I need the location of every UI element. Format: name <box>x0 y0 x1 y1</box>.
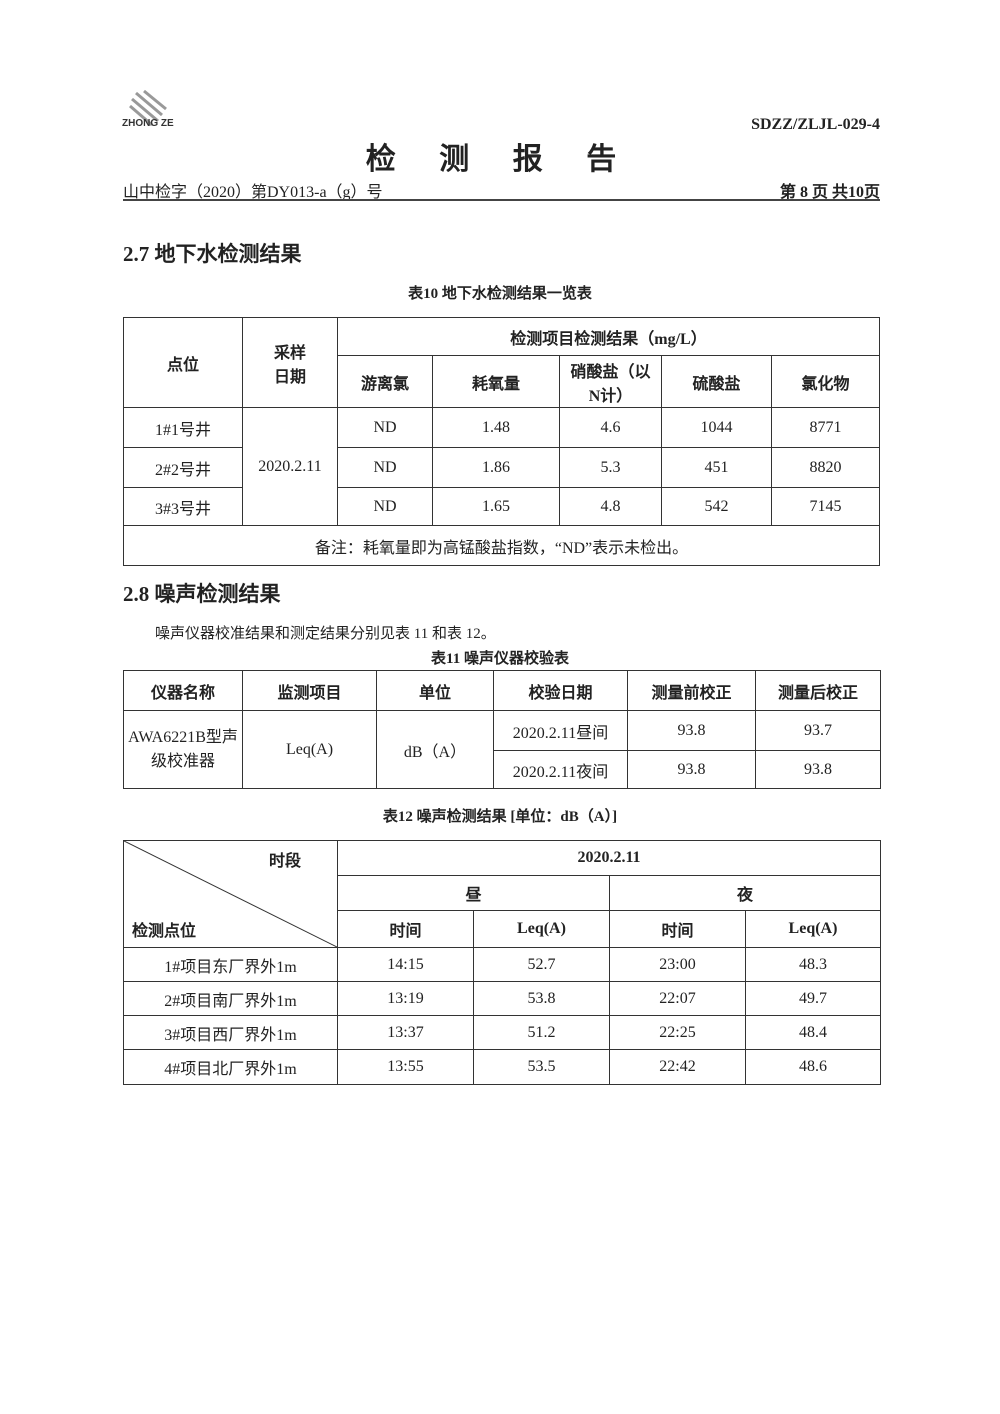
table10-caption: 表10 地下水检测结果一览表 <box>408 286 592 302</box>
table-row: 2020.2.11夜间 93.8 93.8 <box>124 750 881 789</box>
section-heading-2-7: 2.7 地下水检测结果 <box>123 242 302 266</box>
header-night: 夜 <box>609 875 881 911</box>
calibration-table: 仪器名称 监测项目 单位 校验日期 测量前校正 测量后校正 AWA6221B型声… <box>123 670 881 789</box>
cell-point: 1#1号井 <box>123 407 243 448</box>
header-col: Leq(A) <box>745 910 881 948</box>
header-col: 单位 <box>376 670 494 711</box>
cell: 1.48 <box>432 407 560 448</box>
diagonal-corner-cell: 时段 检测点位 <box>123 840 338 948</box>
table12-caption: 表12 噪声检测结果 [单位：dB（A）] <box>382 809 618 825</box>
cell: 7145 <box>770 487 881 526</box>
cell: 93.8 <box>755 750 881 789</box>
header-group: 检测项目检测结果（mg/L） <box>336 317 881 356</box>
document-code: SDZZ/ZLJL-029-4 <box>751 116 880 133</box>
cell: 93.8 <box>627 750 756 789</box>
header-col: 氯化物 <box>770 355 881 408</box>
logo-text: ZHONG ZE <box>122 118 174 129</box>
table-row: 4#项目北厂界外1m 13:55 53.5 22:42 48.6 <box>123 1049 881 1085</box>
cell-date: 2020.2.11昼间 <box>493 710 628 751</box>
header-col: 测量后校正 <box>755 670 881 711</box>
page-number: 第 8 页 共10页 <box>779 184 880 201</box>
cell: 49.7 <box>745 981 881 1016</box>
table-row: 2#2号井 ND 1.86 5.3 451 8820 <box>123 447 881 488</box>
table11-caption: 表11 噪声仪器校验表 <box>431 651 569 667</box>
cell-point: 2#项目南厂界外1m <box>123 981 338 1016</box>
cell: 1.86 <box>432 447 560 488</box>
cell: 542 <box>661 487 772 526</box>
cell: 93.7 <box>755 710 881 751</box>
header-col: 测量前校正 <box>627 670 756 711</box>
cell: 48.3 <box>745 947 881 982</box>
header-col: 游离氯 <box>337 355 433 408</box>
cell-item: Leq(A) <box>242 710 377 789</box>
cell: 1.65 <box>432 487 560 526</box>
cell: 4.6 <box>559 407 662 448</box>
table-row: 1#1号井 2020.2.11 ND 1.48 4.6 1044 8771 <box>123 407 881 526</box>
header-col: 时间 <box>609 910 746 948</box>
header-point: 点位 <box>123 317 243 408</box>
cell-point: 4#项目北厂界外1m <box>123 1049 338 1085</box>
cell-point: 3#项目西厂界外1m <box>123 1015 338 1050</box>
table-note: 备注：耗氧量即为高锰酸盐指数，“ND”表示未检出。 <box>122 525 881 566</box>
cell-date: 2020.2.11夜间 <box>493 750 628 789</box>
cell-unit: dB（A） <box>376 710 494 789</box>
cell: 93.8 <box>627 710 756 751</box>
header-col: 时间 <box>337 910 474 948</box>
cell: 53.8 <box>473 981 610 1016</box>
corner-label-period: 时段 <box>268 853 301 870</box>
cell: 13:19 <box>337 981 474 1016</box>
cell: 5.3 <box>559 447 662 488</box>
noise-results-table: 时段 检测点位 2020.2.11 昼 夜 时间 Leq(A) 时间 Leq(A… <box>123 840 881 1085</box>
groundwater-table: 点位 采样日期 检测项目检测结果（mg/L） 游离氯 耗氧量 硝酸盐（以N计） … <box>122 317 881 566</box>
intro-paragraph: 噪声仪器校准结果和测定结果分别见表 11 和表 12。 <box>155 626 496 642</box>
header-col: 仪器名称 <box>123 670 243 711</box>
cell-instrument: AWA6221B型声级校准器 <box>123 710 243 789</box>
cell: 451 <box>661 447 772 488</box>
cell: 48.4 <box>745 1015 881 1050</box>
cell: 14:15 <box>337 947 474 982</box>
cell: ND <box>337 407 433 448</box>
header-col: 监测项目 <box>242 670 377 711</box>
table-row: 3#项目西厂界外1m 13:37 51.2 22:25 48.4 <box>123 1015 881 1050</box>
cell: 52.7 <box>473 947 610 982</box>
section-heading-2-8: 2.8 噪声检测结果 <box>123 582 281 606</box>
header-col: Leq(A) <box>473 910 610 948</box>
zhongze-logo <box>129 89 167 127</box>
header-date: 2020.2.11 <box>337 840 881 876</box>
cell: 22:42 <box>609 1049 746 1085</box>
cell-point: 3#3号井 <box>123 487 243 526</box>
cell: 48.6 <box>745 1049 881 1085</box>
cell: ND <box>337 487 433 526</box>
cell-point: 2#2号井 <box>123 447 243 488</box>
cell: 4.8 <box>559 487 662 526</box>
header-col: 校验日期 <box>493 670 628 711</box>
header-day: 昼 <box>337 875 610 911</box>
report-number: 山中检字（2020）第DY013-a（g）号 <box>123 184 383 201</box>
table-row: AWA6221B型声级校准器 Leq(A) dB（A） 2020.2.11昼间 … <box>123 710 881 789</box>
cell-point: 1#项目东厂界外1m <box>123 947 338 982</box>
header-col: 耗氧量 <box>432 355 560 408</box>
page-title: 检 测 报 告 <box>365 143 635 176</box>
cell: 22:25 <box>609 1015 746 1050</box>
cell-date: 2020.2.11 <box>242 407 338 526</box>
diagonal-line <box>124 841 337 947</box>
header-col: 硫酸盐 <box>661 355 772 408</box>
header-date: 采样日期 <box>242 317 338 408</box>
cell: 13:55 <box>337 1049 474 1085</box>
cell: ND <box>337 447 433 488</box>
table-row: 2#项目南厂界外1m 13:19 53.8 22:07 49.7 <box>123 981 881 1016</box>
cell: 22:07 <box>609 981 746 1016</box>
header-col: 硝酸盐（以N计） <box>559 355 662 408</box>
table-row: 3#3号井 ND 1.65 4.8 542 7145 <box>123 487 881 526</box>
cell: 8771 <box>770 407 881 448</box>
table-row: 1#项目东厂界外1m 14:15 52.7 23:00 48.3 <box>123 947 881 982</box>
cell: 1044 <box>661 407 772 448</box>
corner-label-point: 检测点位 <box>132 923 197 940</box>
cell: 13:37 <box>337 1015 474 1050</box>
cell: 23:00 <box>609 947 746 982</box>
cell: 8820 <box>770 447 881 488</box>
header-divider <box>123 199 880 201</box>
cell: 53.5 <box>473 1049 610 1085</box>
cell: 51.2 <box>473 1015 610 1050</box>
